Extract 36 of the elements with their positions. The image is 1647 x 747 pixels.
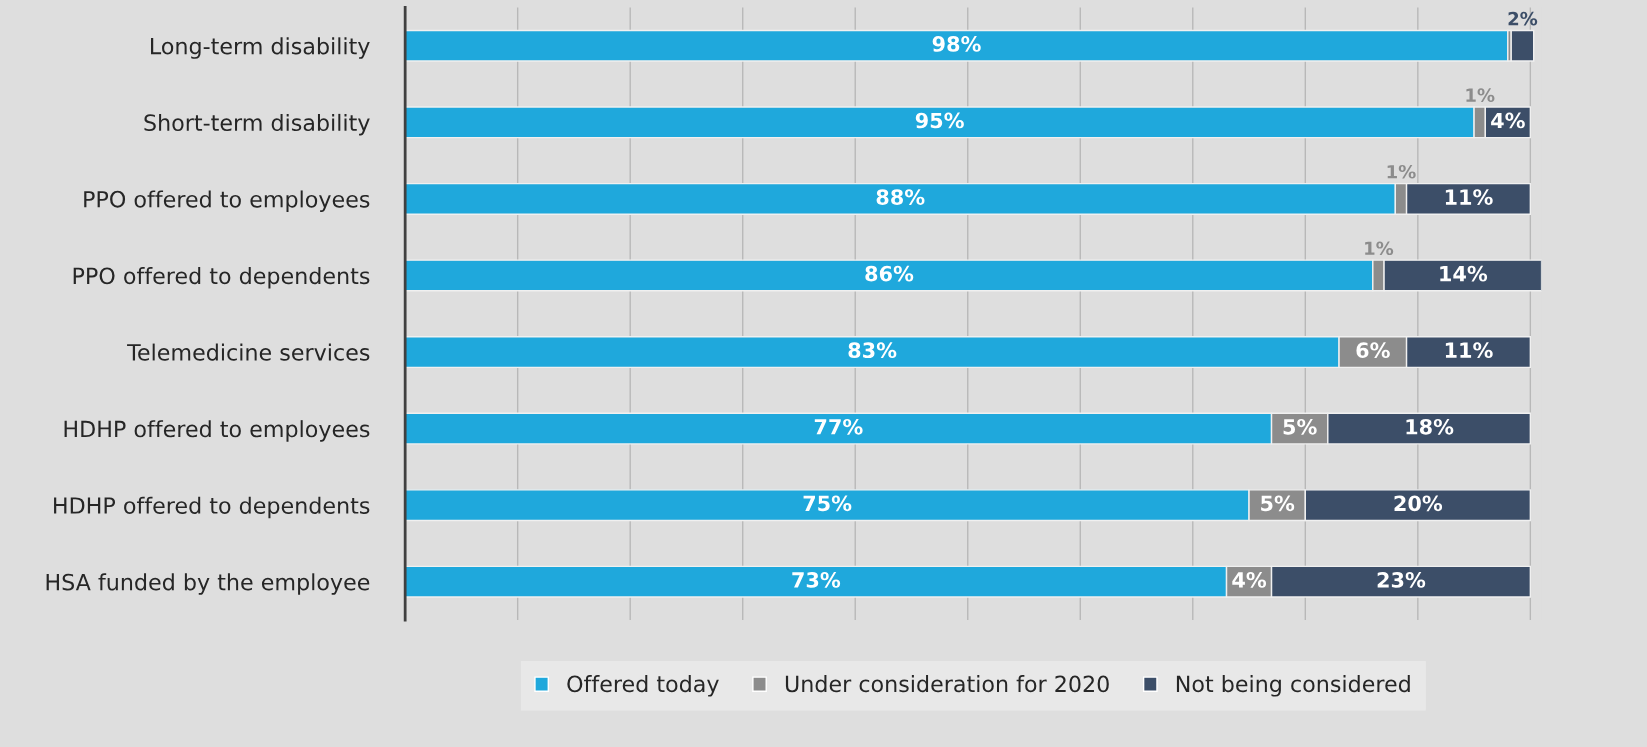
data-label: 83% <box>848 342 897 359</box>
bar <box>1510 29 1535 62</box>
data-label: 1% <box>1387 164 1416 179</box>
legend-label: Under consideration for 2020 <box>785 675 1109 693</box>
data-label: 86% <box>865 265 914 282</box>
data-label: 77% <box>814 418 863 435</box>
data-label: 1% <box>1466 88 1495 102</box>
data-label: 4% <box>1491 112 1525 129</box>
y-tick-label: PPO offered to dependents <box>73 267 370 289</box>
legend-label: Offered today <box>567 675 719 697</box>
data-label: 5% <box>1283 418 1317 435</box>
data-label: 5% <box>1261 495 1295 512</box>
data-label: 75% <box>803 495 852 512</box>
data-label: 18% <box>1406 418 1454 435</box>
data-label: 11% <box>1445 342 1493 359</box>
y-tick-label: Short-term disability <box>144 113 370 136</box>
data-label: 20% <box>1394 495 1443 512</box>
bar <box>405 29 1509 62</box>
y-tick-label: HDHP offered to dependents <box>54 496 370 519</box>
data-label: 11% <box>1445 189 1493 205</box>
data-label: 73% <box>792 572 841 588</box>
data-label: 6% <box>1356 342 1390 359</box>
data-label: 1% <box>1365 241 1394 256</box>
data-label: 95% <box>915 112 964 129</box>
y-tick-label: PPO offered to employees <box>84 190 370 212</box>
y-tick-label: Telemedicine services <box>127 343 370 361</box>
data-label: 4% <box>1232 572 1267 588</box>
y-tick-label: HDHP offered to employees <box>64 420 370 442</box>
data-label: 98% <box>932 36 981 52</box>
y-tick-label: HSA funded by the employee <box>46 573 370 595</box>
data-label: 14% <box>1440 265 1488 282</box>
data-label: 2% <box>1508 11 1538 26</box>
legend-label: Not being considered <box>1176 675 1410 697</box>
y-tick-label: Long-term disability <box>151 37 370 59</box>
data-label: 88% <box>876 189 925 205</box>
data-label: 23% <box>1377 572 1426 588</box>
